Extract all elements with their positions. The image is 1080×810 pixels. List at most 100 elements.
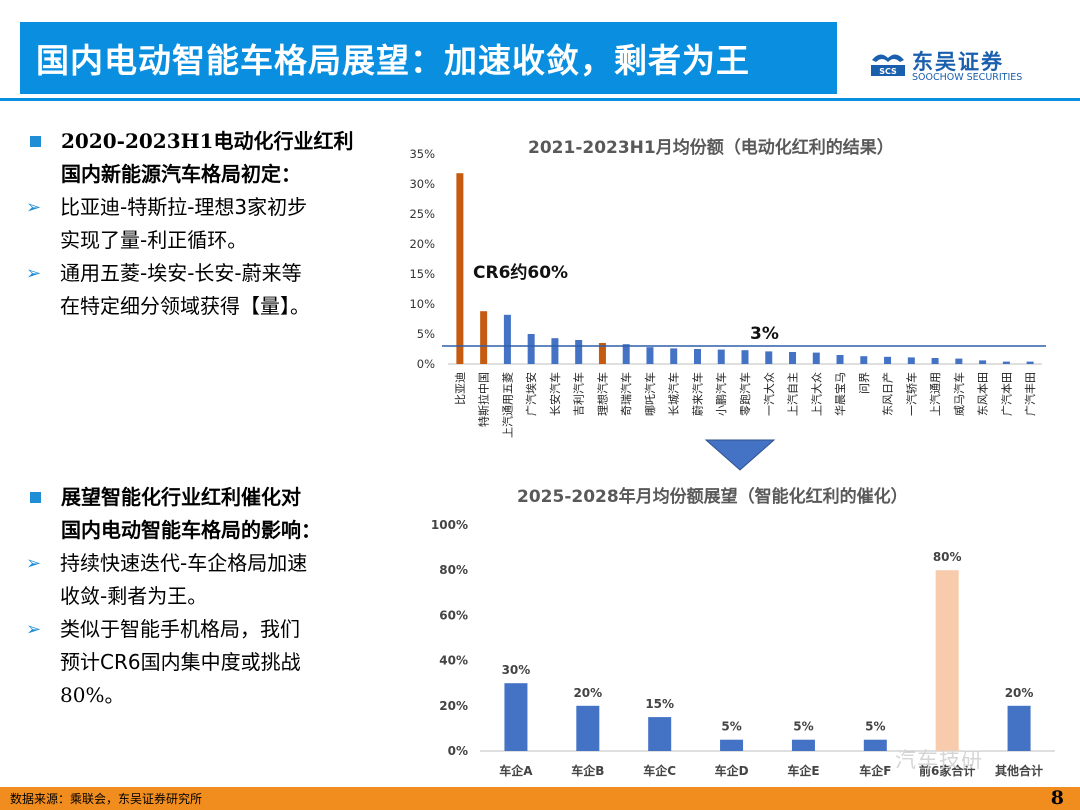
x-tick-label: 上汽自主 xyxy=(786,372,800,416)
chart1-title: 2021-2023H1月均份额（电动化红利的结果） xyxy=(528,138,894,158)
data-label: 20% xyxy=(1005,686,1034,700)
x-tick-label: 问界 xyxy=(858,372,871,394)
y-tick-label: 80% xyxy=(439,563,468,577)
logo-mark-icon: SCS xyxy=(871,54,905,76)
bar xyxy=(935,570,959,751)
x-tick-label: 小鹏汽车 xyxy=(714,372,728,416)
title-bar: 国内电动智能车格局展望：加速收敛，剩者为王 xyxy=(20,22,837,94)
bullet-item: ➢ 类似于智能手机格局，我们 预计CR6国内集中度或挑战 80%。 xyxy=(26,613,371,712)
bullet-line: 在特定细分领域获得【量】。 xyxy=(60,294,310,318)
y-tick-label: 0% xyxy=(417,357,435,371)
bullet-line: 预计CR6国内集中度或挑战 xyxy=(60,650,301,674)
logo-name-en: SOOCHOW SECURITIES xyxy=(912,72,1023,83)
bar xyxy=(504,683,528,751)
x-tick-label: 蔚来汽车 xyxy=(690,372,704,416)
x-tick-label: 零跑汽车 xyxy=(738,372,752,416)
bar xyxy=(884,356,892,364)
arrow-bullet-icon: ➢ xyxy=(26,197,42,218)
bar xyxy=(1026,361,1034,364)
bullet-line: 比亚迪-特斯拉-理想3家初步 xyxy=(60,195,308,219)
bar xyxy=(907,357,915,364)
bar xyxy=(1007,705,1031,751)
page-number: 8 xyxy=(1050,787,1064,809)
section-heading: 2020-2023H1电动化行业红利 国内新能源汽车格局初定： xyxy=(26,125,371,191)
x-tick-label: 车企F xyxy=(859,763,891,778)
bar xyxy=(480,311,488,364)
source-note: 数据来源：乘联会，东吴证券研究所 xyxy=(10,792,203,806)
chart2-title: 2025-2028年月均份额展望（智能化红利的催化） xyxy=(517,487,908,507)
x-tick-label: 长安汽车 xyxy=(548,372,562,416)
data-label: 20% xyxy=(573,686,602,700)
x-tick-label: 东风日产 xyxy=(881,372,895,416)
x-tick-label: 车企D xyxy=(715,763,749,778)
bullet-line: 类似于智能手机格局，我们 xyxy=(60,617,300,641)
bar xyxy=(955,358,963,364)
bar xyxy=(812,352,820,364)
header-divider xyxy=(0,98,1080,101)
section-electrification: 2020-2023H1电动化行业红利 国内新能源汽车格局初定： ➢ 比亚迪-特斯… xyxy=(26,125,371,323)
x-tick-label: 车企C xyxy=(643,763,676,778)
x-tick-label: 东风本田 xyxy=(976,372,990,416)
footer-bar: 数据来源：乘联会，东吴证券研究所 8 xyxy=(0,787,1080,810)
bar xyxy=(1002,361,1010,364)
x-tick-label: 威马汽车 xyxy=(952,372,966,416)
bar xyxy=(648,717,672,751)
x-tick-label: 其他合计 xyxy=(995,763,1043,778)
square-bullet-icon xyxy=(30,136,41,147)
bullet-line: 持续快速迭代-车企格局加速 xyxy=(60,551,308,575)
x-tick-label: 车企B xyxy=(571,763,604,778)
data-label: 30% xyxy=(502,663,531,677)
bar xyxy=(720,739,744,751)
y-tick-label: 60% xyxy=(439,608,468,622)
bar xyxy=(863,739,887,751)
heading-line: 展望智能化行业红利催化对 xyxy=(61,485,301,509)
bar xyxy=(765,351,773,364)
bar xyxy=(503,314,511,364)
down-arrow-icon xyxy=(704,439,776,471)
x-tick-label: 比亚迪 xyxy=(454,372,467,405)
x-tick-label: 广汽埃安 xyxy=(524,372,538,416)
y-tick-label: 30% xyxy=(409,177,435,191)
bar xyxy=(551,338,559,364)
bar xyxy=(717,349,725,364)
cr6-annotation: CR6约60% xyxy=(473,262,568,283)
y-tick-label: 35% xyxy=(409,147,435,161)
bullet-item: ➢ 持续快速迭代-车企格局加速 收敛-剩者为王。 xyxy=(26,547,371,613)
y-tick-label: 20% xyxy=(439,699,468,713)
arrow-bullet-icon: ➢ xyxy=(26,263,42,284)
reference-line-label: 3% xyxy=(750,324,779,344)
data-label: 80% xyxy=(933,550,962,564)
data-label: 5% xyxy=(721,720,741,734)
y-tick-label: 0% xyxy=(448,744,468,758)
bullet-item: ➢ 通用五菱-埃安-长安-蔚来等 在特定细分领域获得【量】。 xyxy=(26,257,371,323)
y-tick-label: 25% xyxy=(409,207,435,221)
chart2-market-share-forecast-2025-2028: 0% 20% 40% 60% 80% 100% 30% 车企A 20% 车企B 15% 车企C 5% 车企… xyxy=(431,518,1055,778)
bar xyxy=(576,705,600,751)
y-tick-label: 10% xyxy=(409,297,435,311)
bar xyxy=(646,347,654,364)
data-label: 5% xyxy=(865,720,885,734)
bar xyxy=(670,348,678,364)
logo-mark-text: SCS xyxy=(879,67,897,76)
bullet-item: ➢ 比亚迪-特斯拉-理想3家初步 实现了量-利正循环。 xyxy=(26,191,371,257)
heading-line: 国内新能源汽车格局初定： xyxy=(61,162,301,186)
x-tick-label: 一汽轿车 xyxy=(904,372,918,416)
x-tick-label: 理想汽车 xyxy=(595,372,609,416)
heading-line: 国内电动智能车格局的影响： xyxy=(61,518,321,542)
bar xyxy=(598,343,606,364)
x-tick-label: 广汽丰田 xyxy=(1023,372,1037,416)
bar xyxy=(979,360,987,364)
square-bullet-icon xyxy=(30,492,41,503)
section-intelligence: 展望智能化行业红利催化对 国内电动智能车格局的影响： ➢ 持续快速迭代-车企格局… xyxy=(26,481,371,712)
x-tick-label: 哪吒汽车 xyxy=(643,372,657,416)
x-tick-label: 一汽大众 xyxy=(762,372,776,416)
data-label: 5% xyxy=(793,720,813,734)
bar xyxy=(741,350,749,364)
chart1-market-share-2021-2023: 0% 5% 10% 15% 20% 25% 30% 35% 比亚迪 特斯拉中国 上汽通用五菱 广汽埃安… xyxy=(409,147,1046,438)
y-tick-label: 20% xyxy=(409,237,435,251)
data-label: 15% xyxy=(645,697,674,711)
bar xyxy=(622,344,630,364)
bar xyxy=(860,356,868,364)
page-title: 国内电动智能车格局展望：加速收敛，剩者为王 xyxy=(36,41,750,80)
watermark-text: 汽车技研 xyxy=(895,748,983,772)
